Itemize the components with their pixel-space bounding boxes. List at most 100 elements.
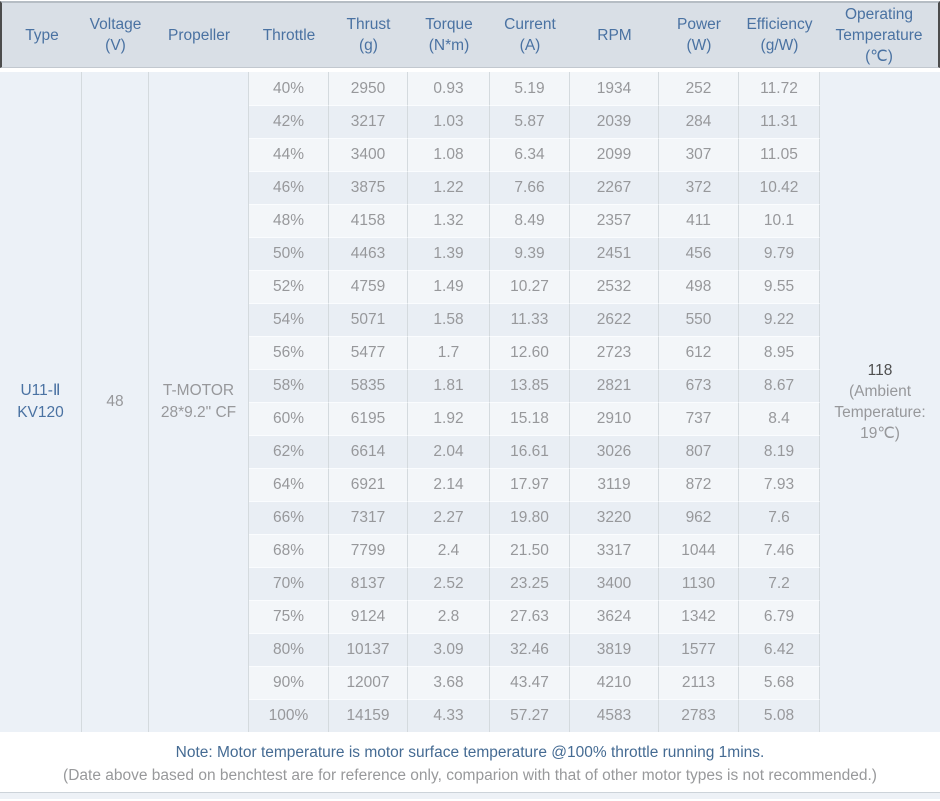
cell-torque: 2.8 [408, 600, 490, 633]
cell-rpm: 2622 [570, 303, 659, 336]
cell-rpm: 2267 [570, 171, 659, 204]
cell-torque: 1.32 [408, 204, 490, 237]
cell-torque: 1.03 [408, 105, 490, 138]
cell-thrust: 5071 [329, 303, 408, 336]
cell-efficiency: 8.19 [739, 435, 820, 468]
cell-current: 11.33 [490, 303, 570, 336]
cell-power: 372 [659, 171, 739, 204]
cell-rpm: 3220 [570, 501, 659, 534]
operating-temperature-cell: 118 (Ambient Temperature: 19℃) [820, 72, 940, 732]
cell-throttle: 80% [249, 633, 329, 666]
cell-efficiency: 6.79 [739, 600, 820, 633]
cell-efficiency: 5.68 [739, 666, 820, 699]
cell-current: 8.49 [490, 204, 570, 237]
cell-torque: 2.52 [408, 567, 490, 600]
cell-power: 284 [659, 105, 739, 138]
cell-power: 411 [659, 204, 739, 237]
cell-power: 737 [659, 402, 739, 435]
cell-current: 7.66 [490, 171, 570, 204]
cell-thrust: 6921 [329, 468, 408, 501]
cell-current: 9.39 [490, 237, 570, 270]
cell-torque: 4.33 [408, 699, 490, 732]
table-notes: Note: Motor temperature is motor surface… [0, 732, 940, 787]
table-row: 70% 8137 2.52 23.25 3400 1130 7.2 [0, 567, 940, 600]
cell-torque: 1.92 [408, 402, 490, 435]
cell-thrust: 3217 [329, 105, 408, 138]
cell-current: 13.85 [490, 369, 570, 402]
cell-current: 10.27 [490, 270, 570, 303]
header-row: Type Voltage (V) Propeller Throttle Thrust (… [0, 1, 940, 68]
cell-rpm: 3624 [570, 600, 659, 633]
cell-thrust: 6195 [329, 402, 408, 435]
header-gap-row [0, 68, 940, 72]
cell-efficiency: 7.93 [739, 468, 820, 501]
cell-power: 498 [659, 270, 739, 303]
cell-current: 23.25 [490, 567, 570, 600]
table-row: 58% 5835 1.81 13.85 2821 673 8.67 [0, 369, 940, 402]
table-row: 48% 4158 1.32 8.49 2357 411 10.1 [0, 204, 940, 237]
cell-efficiency: 9.79 [739, 237, 820, 270]
table-row: U11-Ⅱ KV120 48 T-MOTOR 28*9.2" CF 40% 2950 0.… [0, 72, 940, 732]
cell-rpm: 3026 [570, 435, 659, 468]
cell-current: 43.47 [490, 666, 570, 699]
header-cell-operating-temperature: Operating Temperature (℃) [820, 1, 940, 68]
cell-power: 962 [659, 501, 739, 534]
table-row: 60% 6195 1.92 15.18 2910 737 8.4 [0, 402, 940, 435]
cell-power: 612 [659, 336, 739, 369]
cell-efficiency: 11.72 [739, 72, 820, 105]
cell-rpm: 2099 [570, 138, 659, 171]
cell-thrust: 5477 [329, 336, 408, 369]
cell-rpm: 3819 [570, 633, 659, 666]
cell-power: 456 [659, 237, 739, 270]
table-row: 62% 6614 2.04 16.61 3026 807 8.19 [0, 435, 940, 468]
header-cell-throttle: Throttle [249, 1, 329, 68]
cell-throttle: 42% [249, 105, 329, 138]
cell-torque: 1.22 [408, 171, 490, 204]
cell-efficiency: 10.1 [739, 204, 820, 237]
cell-thrust: 14159 [329, 699, 408, 732]
table-header: Type Voltage (V) Propeller Throttle Thrust (… [0, 1, 940, 68]
cell-current: 5.19 [490, 72, 570, 105]
cell-torque: 1.58 [408, 303, 490, 336]
cell-efficiency: 10.42 [739, 171, 820, 204]
cell-throttle: 50% [249, 237, 329, 270]
cell-throttle: 40% [249, 72, 329, 105]
table-row: 54% 5071 1.58 11.33 2622 550 9.22 [0, 303, 940, 336]
table-row: 80% 10137 3.09 32.46 3819 1577 6.42 [0, 633, 940, 666]
cell-torque: 1.81 [408, 369, 490, 402]
header-cell-thrust-g: Thrust (g) [329, 1, 408, 68]
cell-rpm: 2451 [570, 237, 659, 270]
cell-thrust: 7799 [329, 534, 408, 567]
cell-throttle: 100% [249, 699, 329, 732]
table-row: 66% 7317 2.27 19.80 3220 962 7.6 [0, 501, 940, 534]
cell-torque: 1.39 [408, 237, 490, 270]
header-gap-cell [0, 68, 940, 72]
cell-current: 32.46 [490, 633, 570, 666]
cell-current: 21.50 [490, 534, 570, 567]
cell-rpm: 4583 [570, 699, 659, 732]
cell-torque: 2.04 [408, 435, 490, 468]
cell-current: 5.87 [490, 105, 570, 138]
cell-current: 15.18 [490, 402, 570, 435]
cell-thrust: 5835 [329, 369, 408, 402]
cell-current: 17.97 [490, 468, 570, 501]
cell-throttle: 44% [249, 138, 329, 171]
cell-rpm: 2039 [570, 105, 659, 138]
table-row: 90% 12007 3.68 43.47 4210 2113 5.68 [0, 666, 940, 699]
cell-thrust: 2950 [329, 72, 408, 105]
cell-efficiency: 5.08 [739, 699, 820, 732]
header-cell-torque-n-m: Torque (N*m) [408, 1, 490, 68]
header-cell-type: Type [0, 1, 82, 68]
cell-efficiency: 8.4 [739, 402, 820, 435]
cell-torque: 1.7 [408, 336, 490, 369]
header-cell-rpm: RPM [570, 1, 659, 68]
cell-throttle: 64% [249, 468, 329, 501]
cell-rpm: 2357 [570, 204, 659, 237]
cell-thrust: 3400 [329, 138, 408, 171]
table-row: 46% 3875 1.22 7.66 2267 372 10.42 [0, 171, 940, 204]
bottom-strip [0, 792, 940, 799]
table-body: U11-Ⅱ KV120 48 T-MOTOR 28*9.2" CF 40% 2950 0.… [0, 68, 940, 732]
cell-rpm: 2723 [570, 336, 659, 369]
cell-power: 2113 [659, 666, 739, 699]
